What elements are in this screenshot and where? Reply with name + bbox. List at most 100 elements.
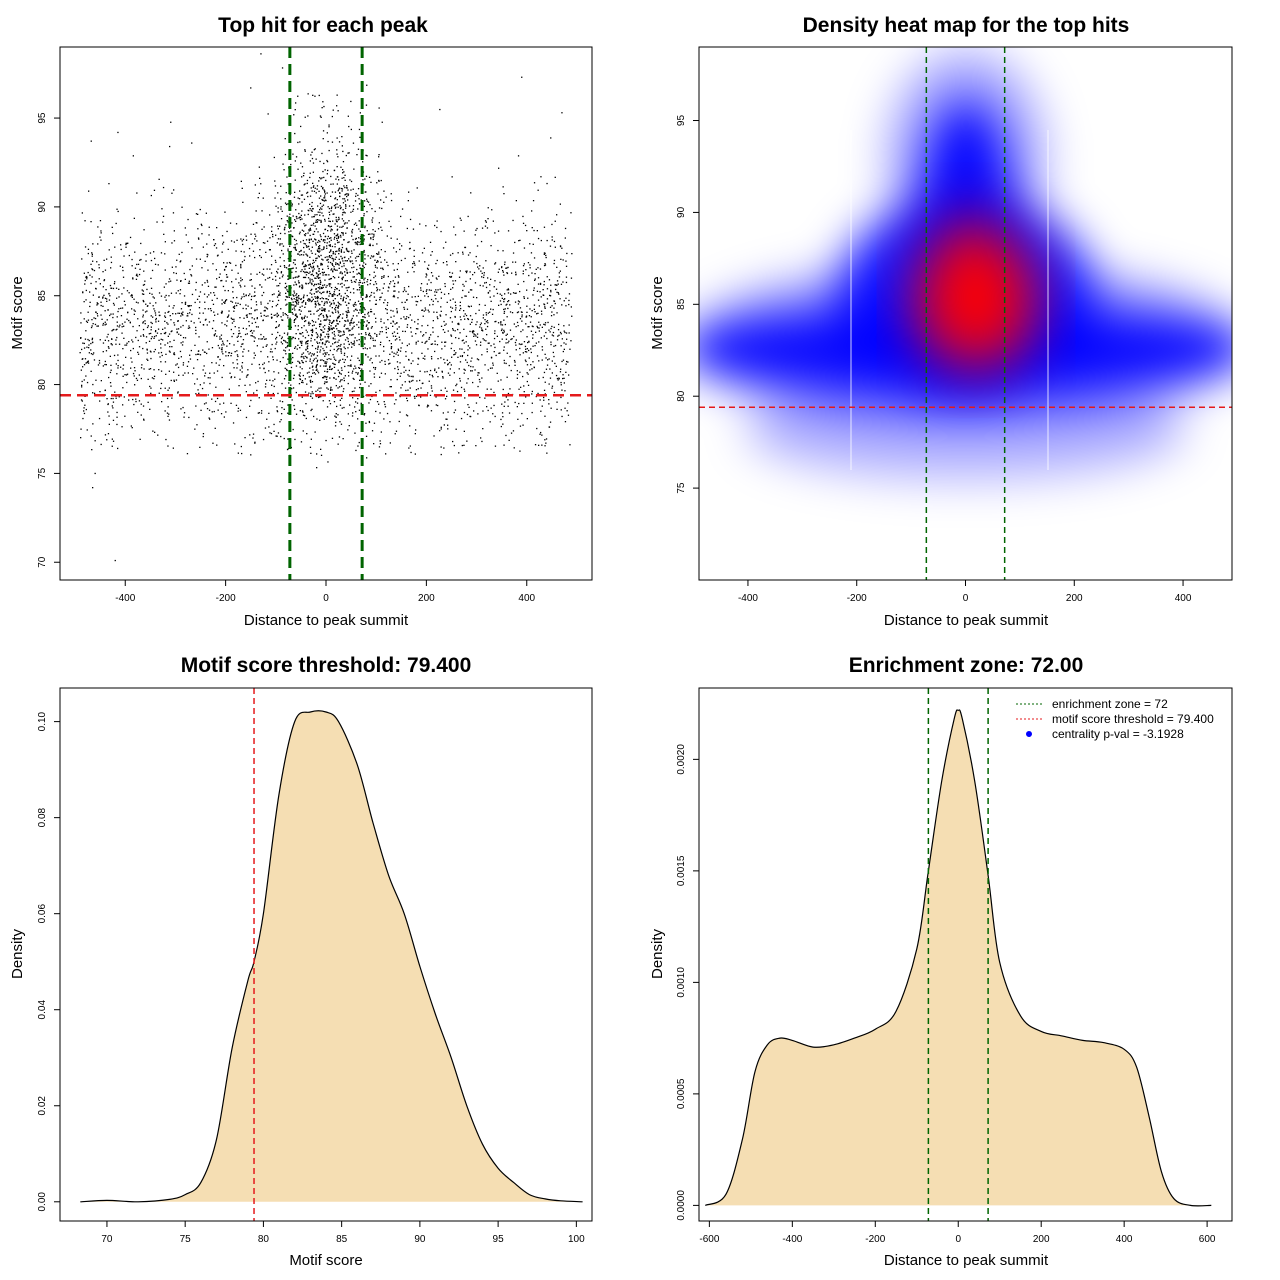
scatter-point <box>555 288 557 291</box>
scatter-point <box>340 343 342 346</box>
scatter-point <box>494 321 496 323</box>
scatter-point <box>332 362 334 364</box>
scatter-point <box>312 274 315 277</box>
scatter-point <box>184 227 186 229</box>
scatter-point <box>195 393 197 395</box>
scatter-point <box>292 301 294 303</box>
scatter-point <box>320 339 322 341</box>
scatter-point <box>98 278 100 280</box>
scatter-point <box>514 361 516 363</box>
scatter-point <box>208 409 211 411</box>
scatter-point <box>400 372 402 374</box>
scatter-point <box>357 373 359 375</box>
scatter-point <box>479 284 481 287</box>
scatter-point <box>87 319 90 321</box>
scatter-point <box>470 365 472 368</box>
scatter-point <box>251 363 253 365</box>
scatter-point <box>255 210 257 212</box>
heatmap-x-tick-label: -200 <box>847 593 867 604</box>
scatter-point <box>337 176 339 178</box>
scatter-point <box>294 263 296 266</box>
scatter-point <box>320 286 323 289</box>
scatter-point <box>329 226 331 228</box>
scatter-point <box>321 208 323 210</box>
heatmap-y-tick-label: 95 <box>676 115 687 127</box>
scatter-point <box>453 350 455 352</box>
scatter-point <box>182 337 185 339</box>
scatter-point <box>479 381 481 383</box>
scatter-point <box>422 335 424 337</box>
scatter-point <box>307 298 310 300</box>
scatter-point <box>339 207 342 210</box>
scatter-point <box>363 238 365 240</box>
scatter-point <box>261 273 263 275</box>
scatter-point <box>96 304 98 306</box>
scatter-point <box>225 351 227 353</box>
scatter-point <box>429 304 431 306</box>
scatter-point <box>83 342 85 345</box>
scatter-point <box>387 302 389 304</box>
scatter-point <box>140 403 142 405</box>
scatter-point <box>372 256 374 258</box>
scatter-point <box>564 227 567 230</box>
scatter-point <box>543 280 545 283</box>
scatter-point <box>343 198 346 200</box>
scatter-point <box>160 347 162 349</box>
scatter-point <box>553 345 555 347</box>
scatter-point <box>302 411 304 413</box>
scatter-point <box>302 374 304 377</box>
scatter-point <box>115 397 117 399</box>
scatter-point <box>247 369 249 371</box>
scatter-point <box>353 303 356 305</box>
scatter-point <box>163 233 165 235</box>
scatter-point <box>309 271 311 273</box>
scatter-point <box>315 219 317 221</box>
scatter-point <box>271 343 273 346</box>
scatter-point <box>339 335 341 337</box>
scatter-point <box>243 293 245 295</box>
scatter-point <box>428 279 430 281</box>
scatter-point <box>329 261 332 264</box>
scatter-point <box>312 266 315 268</box>
scatter-point <box>348 241 350 243</box>
scatter-point <box>277 372 280 374</box>
scatter-point <box>316 265 319 267</box>
scatter-point <box>498 167 500 169</box>
heatmap-x-tick-label: -400 <box>738 593 758 604</box>
scatter-point <box>331 115 333 118</box>
scatter-point <box>331 437 334 439</box>
scatter-point <box>302 335 304 337</box>
scatter-point <box>141 364 143 366</box>
scatter-point <box>449 317 452 319</box>
scatter-point <box>396 328 398 330</box>
scatter-point <box>276 326 278 328</box>
scatter-point <box>370 181 372 183</box>
scatter-point <box>154 263 157 265</box>
scatter-point <box>212 320 215 322</box>
scatter-point <box>352 142 355 144</box>
scatter-point <box>379 331 381 333</box>
scatter-point <box>398 291 400 293</box>
scatter-point <box>254 442 256 444</box>
scatter-point <box>162 215 165 217</box>
scatter-point <box>317 250 319 252</box>
scatter-point <box>373 271 375 273</box>
scatter-point <box>315 192 317 194</box>
scatter-point <box>520 386 522 388</box>
scatter-point <box>428 338 430 340</box>
scatter-point <box>314 225 316 227</box>
scatter-point <box>188 280 190 282</box>
scatter-point <box>330 250 332 252</box>
scatter-point <box>275 234 277 236</box>
scatter-point <box>295 365 298 367</box>
scatter-point <box>213 244 216 247</box>
scatter-point <box>509 311 512 313</box>
scatter-point <box>317 241 319 243</box>
scatter-point <box>562 377 564 380</box>
scatter-point <box>505 396 507 398</box>
scatter-point <box>343 262 345 265</box>
scatter-point <box>256 309 258 311</box>
scatter-point <box>281 343 284 345</box>
scatter-point <box>225 355 227 357</box>
scatter-point <box>393 247 395 249</box>
